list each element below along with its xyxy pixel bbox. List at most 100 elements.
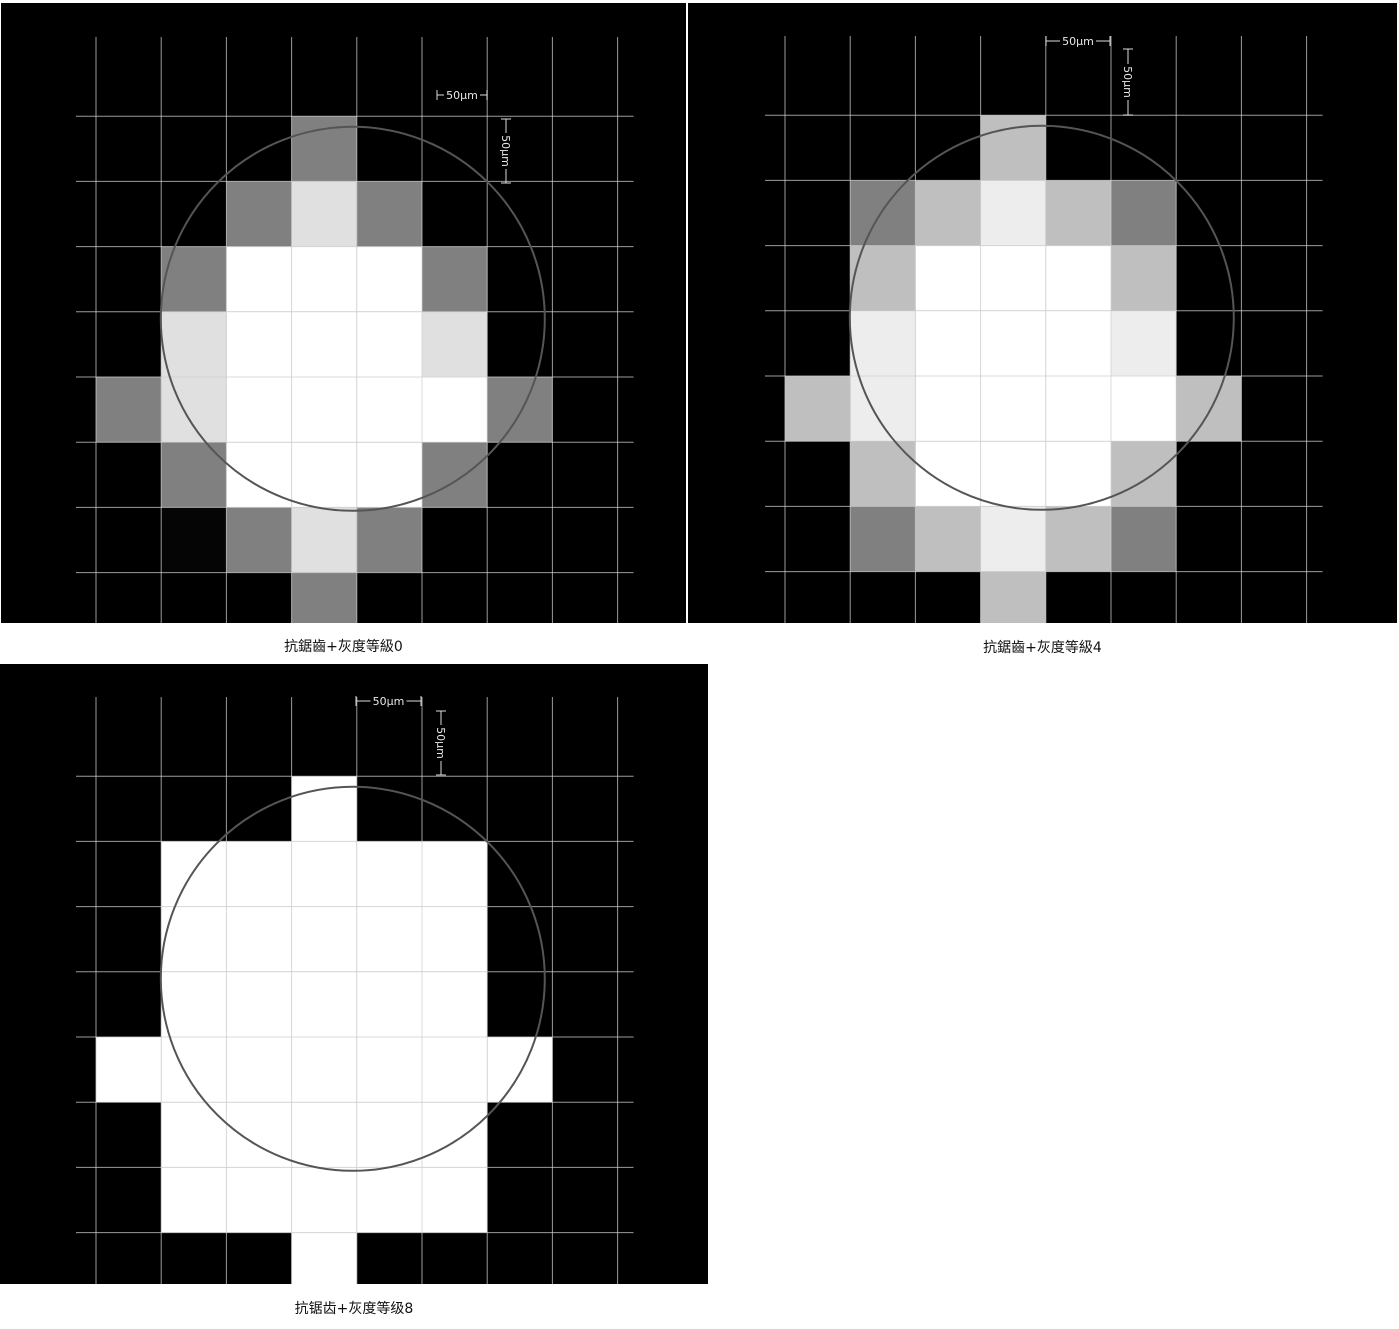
- pixel-cell: [850, 506, 916, 572]
- pixel-cell: [291, 181, 357, 247]
- pixel-cell: [1045, 506, 1111, 572]
- pixel-cell: [291, 377, 357, 443]
- pixel-cell: [226, 841, 292, 907]
- pixel-cell: [356, 181, 422, 247]
- pixel-cell: [980, 310, 1046, 376]
- pixel-cell: [96, 377, 162, 443]
- pixel-cell: [1045, 310, 1111, 376]
- pixel-cell: [422, 906, 488, 972]
- pixel-cell: [1111, 180, 1177, 246]
- panel-grayscale-0: 50μm 50μm: [1, 3, 686, 623]
- pixel-cell: [356, 1037, 422, 1103]
- pixel-diagram-svg: 50μm 50μm: [76, 37, 634, 623]
- pixel-cell: [226, 181, 292, 247]
- pixel-cell: [980, 245, 1046, 311]
- panel-grayscale-4: 50μm 50μm: [688, 3, 1397, 623]
- pixel-diagram-svg: 50μm 50μm: [765, 35, 1323, 623]
- pixel-cell: [850, 310, 916, 376]
- pixel-cell: [161, 906, 227, 972]
- pixel-cell: [291, 1167, 357, 1233]
- pixel-cell: [487, 1037, 553, 1103]
- pixel-cell: [291, 507, 357, 573]
- pixel-cell: [291, 1232, 357, 1284]
- pixel-cell: [915, 180, 981, 246]
- pixel-cell: [915, 376, 981, 442]
- pixel-cell: [422, 971, 488, 1037]
- pixel-cell: [226, 1167, 292, 1233]
- pixel-cell: [291, 442, 357, 508]
- scale-label-horizontal: 50μm: [1062, 35, 1094, 48]
- pixel-cell: [1045, 376, 1111, 442]
- panel-grayscale-8: 50μm 50μm: [0, 664, 708, 1284]
- pixel-cell: [226, 971, 292, 1037]
- pixel-cell: [980, 441, 1046, 507]
- pixel-cell: [356, 906, 422, 972]
- pixel-cell: [161, 1167, 227, 1233]
- pixel-cell: [226, 906, 292, 972]
- pixel-cell: [96, 1037, 162, 1103]
- pixel-cell: [356, 841, 422, 907]
- pixel-cell: [161, 507, 227, 573]
- pixel-cell: [291, 311, 357, 377]
- pixel-cell: [356, 1167, 422, 1233]
- pixel-cell: [291, 246, 357, 312]
- pixel-cell: [291, 1037, 357, 1103]
- scale-label-vertical: 50μm: [499, 135, 512, 167]
- pixel-cell: [356, 507, 422, 573]
- pixel-cell: [1111, 441, 1177, 507]
- pixel-cell: [980, 376, 1046, 442]
- pixel-cell: [422, 311, 488, 377]
- pixel-cell: [785, 376, 851, 442]
- circle-outline: [159, 125, 546, 512]
- pixel-cell: [1045, 180, 1111, 246]
- pixel-cell: [1111, 376, 1177, 442]
- pixel-cell: [161, 442, 227, 508]
- pixel-cell: [915, 310, 981, 376]
- pixel-cell: [422, 377, 488, 443]
- caption-grayscale-4: 抗鋸齒+灰度等級4: [983, 640, 1102, 656]
- pixel-cell: [915, 245, 981, 311]
- pixel-cell: [422, 1037, 488, 1103]
- pixel-cell: [850, 245, 916, 311]
- pixel-cell: [161, 841, 227, 907]
- pixel-cell: [356, 971, 422, 1037]
- pixel-cell: [1176, 376, 1242, 442]
- scale-label-horizontal: 50μm: [373, 695, 405, 708]
- pixel-cell: [1111, 310, 1177, 376]
- circle-outline: [159, 785, 546, 1172]
- pixel-cell: [226, 1037, 292, 1103]
- pixel-cell: [161, 971, 227, 1037]
- pixel-cell: [915, 506, 981, 572]
- pixel-diagram-svg: 50μm 50μm: [76, 695, 634, 1284]
- pixel-cell: [1111, 506, 1177, 572]
- pixel-cell: [980, 506, 1046, 572]
- pixel-cell: [850, 441, 916, 507]
- pixel-cell: [422, 246, 488, 312]
- pixel-cell: [422, 1167, 488, 1233]
- pixel-cell: [161, 377, 227, 443]
- pixel-cell: [226, 246, 292, 312]
- pixel-cell: [356, 377, 422, 443]
- pixel-cell: [161, 311, 227, 377]
- pixel-cell: [161, 246, 227, 312]
- pixel-cell: [356, 311, 422, 377]
- pixel-cell: [161, 1102, 227, 1168]
- pixel-cell: [487, 377, 553, 443]
- pixel-cell: [1045, 245, 1111, 311]
- scale-label-horizontal: 50μm: [446, 89, 478, 102]
- pixel-cell: [422, 1102, 488, 1168]
- pixel-cell: [356, 246, 422, 312]
- circle-outline: [848, 124, 1235, 511]
- scale-label-vertical: 50μm: [1121, 66, 1134, 98]
- pixel-cell: [226, 311, 292, 377]
- pixel-cell: [291, 906, 357, 972]
- pixel-cell: [422, 841, 488, 907]
- pixel-cell: [356, 442, 422, 508]
- pixel-cell: [291, 971, 357, 1037]
- pixel-cell: [356, 1102, 422, 1168]
- caption-grayscale-0: 抗鋸齒+灰度等級0: [284, 639, 403, 655]
- pixel-cell: [1111, 245, 1177, 311]
- pixel-cell: [980, 571, 1046, 623]
- pixel-cell: [291, 1102, 357, 1168]
- pixel-cell: [422, 442, 488, 508]
